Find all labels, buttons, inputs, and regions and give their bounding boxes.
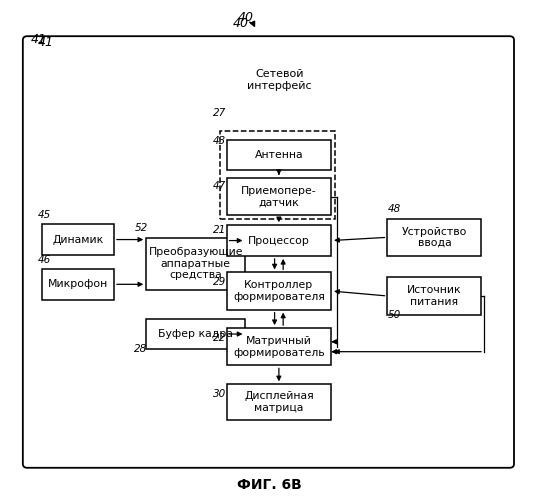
Text: 47: 47 [213,182,226,192]
Text: 41: 41 [30,33,46,46]
Text: 40: 40 [233,18,249,30]
Bar [226,384,331,420]
Text: 22: 22 [213,334,226,344]
Text: Устройство
ввода: Устройство ввода [402,226,467,248]
Text: 41: 41 [38,36,54,49]
Text: Сетевой
интерфейс: Сетевой интерфейс [247,70,312,91]
Text: Микрофон: Микрофон [47,280,108,289]
Text: 27: 27 [213,108,226,118]
Text: Преобразующие
аппаратные
средства: Преобразующие аппаратные средства [149,247,243,280]
Text: Источник
питания: Источник питания [407,285,462,307]
Text: 46: 46 [38,255,51,265]
Text: ФИГ. 6В: ФИГ. 6В [237,478,302,492]
Text: 45: 45 [38,210,51,220]
Bar [42,269,114,300]
Bar [220,130,335,219]
Text: Матричный
формирователь: Матричный формирователь [233,336,324,357]
Text: Процессор: Процессор [248,236,310,246]
Text: 28: 28 [134,344,148,354]
Text: 52: 52 [134,222,148,232]
Text: 48: 48 [388,204,400,214]
Text: Дисплейная
матрица: Дисплейная матрица [244,392,314,413]
Text: Антенна: Антенна [254,150,303,160]
Text: Контроллер
формирователя: Контроллер формирователя [233,280,325,302]
Text: 43: 43 [213,136,226,145]
Bar [42,224,114,255]
Bar [388,218,481,256]
Bar [388,278,481,314]
Bar [226,140,331,170]
Bar [226,272,331,310]
Text: 21: 21 [213,225,226,235]
FancyBboxPatch shape [23,36,514,468]
Bar [226,225,331,256]
Text: 40: 40 [237,11,253,24]
Text: 30: 30 [213,389,226,399]
Text: Динамик: Динамик [52,234,103,244]
Bar [146,238,245,290]
Bar [226,178,331,215]
Text: Приемопере-
датчик: Приемопере- датчик [241,186,317,208]
Bar [146,318,245,350]
Text: Буфер кадра: Буфер кадра [158,329,233,339]
Bar [226,328,331,366]
Text: 29: 29 [213,278,226,287]
Text: 50: 50 [388,310,400,320]
